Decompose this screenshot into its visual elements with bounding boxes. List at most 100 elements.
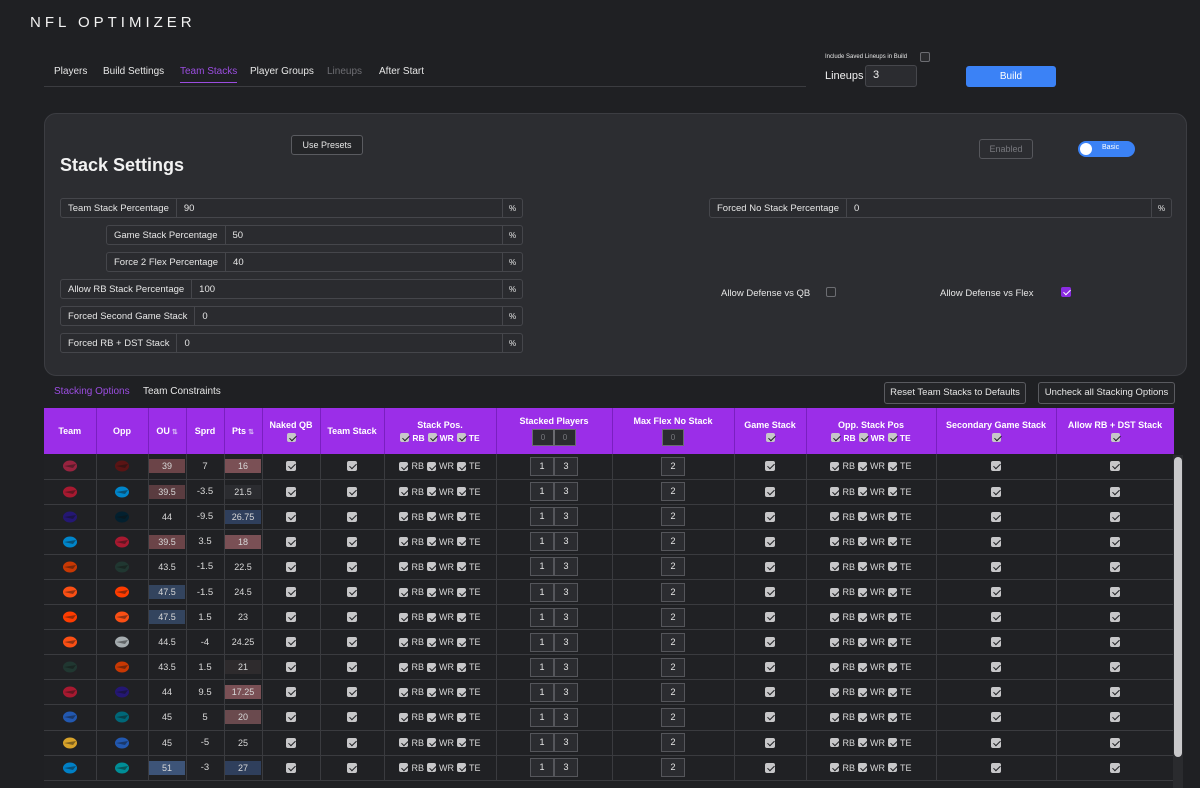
field-value[interactable]: 0 bbox=[184, 337, 190, 349]
max-flex-input[interactable]: 2 bbox=[661, 682, 685, 702]
game-stack-checkbox[interactable] bbox=[765, 511, 775, 522]
stack-pos-wr-checkbox[interactable] bbox=[427, 738, 436, 748]
allow-rb-dst-checkbox[interactable] bbox=[1110, 662, 1120, 673]
tab-team-stacks[interactable]: Team Stacks bbox=[180, 66, 238, 83]
game-stack-checkbox[interactable] bbox=[765, 536, 775, 547]
grid-scrollbar-thumb[interactable] bbox=[1174, 457, 1182, 757]
allow-defense-vs-flex-checkbox[interactable] bbox=[1060, 287, 1071, 298]
include-saved-checkbox[interactable] bbox=[920, 52, 930, 63]
stacked-min-input[interactable]: 1 bbox=[530, 582, 554, 602]
stack-pos-rb-checkbox[interactable] bbox=[399, 487, 409, 497]
secondary-game-stack-checkbox[interactable] bbox=[991, 637, 1001, 648]
tab-players[interactable]: Players bbox=[54, 66, 88, 77]
lineups-input[interactable]: 3 bbox=[865, 65, 917, 87]
secondary-game-stack-checkbox[interactable] bbox=[991, 486, 1001, 497]
stack-pos-rb-checkbox[interactable] bbox=[399, 738, 409, 748]
header-team[interactable]: Team bbox=[44, 408, 97, 454]
stacked-min-input[interactable]: 1 bbox=[530, 758, 554, 778]
stack-pos-te-checkbox[interactable] bbox=[457, 738, 466, 748]
max-flex-input[interactable]: 2 bbox=[661, 507, 685, 527]
stack-pos-rb-checkbox[interactable] bbox=[399, 461, 409, 471]
sort-icon[interactable]: ⇅ bbox=[248, 429, 254, 436]
stacked-max-input[interactable]: 3 bbox=[554, 456, 578, 476]
opp-stack-pos-wr-checkbox[interactable] bbox=[858, 738, 867, 748]
stack-pos-wr-checkbox[interactable] bbox=[427, 612, 436, 622]
opp-stack-pos-rb-checkbox[interactable] bbox=[830, 612, 840, 622]
game-stack-checkbox[interactable] bbox=[765, 687, 775, 698]
stack-pos-wr-checkbox[interactable] bbox=[427, 461, 436, 471]
stack-pos-rb-checkbox[interactable] bbox=[399, 712, 409, 722]
opp-stack-pos-te-checkbox[interactable] bbox=[888, 537, 897, 547]
naked-qb-checkbox[interactable] bbox=[286, 561, 296, 572]
max-flex-input[interactable]: 2 bbox=[661, 607, 685, 627]
opp-stack-pos-rb-checkbox[interactable] bbox=[830, 487, 840, 497]
stacked-min-input[interactable]: 1 bbox=[530, 507, 554, 527]
game-stack-checkbox[interactable] bbox=[765, 486, 775, 497]
opp-stack-pos-wr-checkbox[interactable] bbox=[858, 662, 867, 672]
header-rb-checkbox[interactable] bbox=[831, 433, 841, 442]
stacked-max-input[interactable]: 3 bbox=[554, 607, 578, 627]
stack-pos-te-checkbox[interactable] bbox=[457, 637, 466, 647]
opp-stack-pos-rb-checkbox[interactable] bbox=[830, 637, 840, 647]
forced-second-game-stack-field[interactable]: Forced Second Game Stack 0 % bbox=[60, 306, 523, 326]
max-flex-input[interactable]: 2 bbox=[661, 632, 685, 652]
opp-stack-pos-te-checkbox[interactable] bbox=[888, 637, 897, 647]
opp-stack-pos-rb-checkbox[interactable] bbox=[830, 712, 840, 722]
stacked-min-input[interactable]: 1 bbox=[530, 657, 554, 677]
secondary-game-stack-checkbox[interactable] bbox=[991, 561, 1001, 572]
basic-toggle[interactable]: Basic bbox=[1078, 141, 1135, 157]
allow-rb-dst-checkbox[interactable] bbox=[1110, 536, 1120, 547]
stack-pos-rb-checkbox[interactable] bbox=[399, 512, 409, 522]
game-stack-percentage-field[interactable]: Game Stack Percentage 50 % bbox=[106, 225, 523, 245]
opp-stack-pos-te-checkbox[interactable] bbox=[888, 587, 897, 597]
stacked-min-input[interactable]: 1 bbox=[530, 557, 554, 577]
opp-stack-pos-rb-checkbox[interactable] bbox=[830, 738, 840, 748]
stacked-max-input[interactable]: 3 bbox=[554, 557, 578, 577]
team-stack-checkbox[interactable] bbox=[347, 637, 357, 648]
stacked-min-input[interactable]: 1 bbox=[530, 456, 554, 476]
stacked-min-input[interactable]: 1 bbox=[530, 682, 554, 702]
stacked-max-input[interactable]: 3 bbox=[554, 582, 578, 602]
stacked-max-input[interactable]: 3 bbox=[554, 532, 578, 552]
allow-defense-vs-qb-checkbox[interactable] bbox=[825, 287, 836, 298]
naked-qb-checkbox[interactable] bbox=[286, 687, 296, 698]
allow-rb-dst-checkbox[interactable] bbox=[1110, 612, 1120, 623]
stack-pos-rb-checkbox[interactable] bbox=[399, 687, 409, 697]
stack-pos-wr-checkbox[interactable] bbox=[427, 763, 436, 773]
opp-stack-pos-wr-checkbox[interactable] bbox=[858, 637, 867, 647]
stack-pos-wr-checkbox[interactable] bbox=[427, 512, 436, 522]
team-stack-checkbox[interactable] bbox=[347, 687, 357, 698]
naked-qb-checkbox[interactable] bbox=[286, 712, 296, 723]
opp-stack-pos-rb-checkbox[interactable] bbox=[830, 763, 840, 773]
stack-pos-wr-checkbox[interactable] bbox=[427, 487, 436, 497]
header-te-checkbox[interactable] bbox=[887, 433, 897, 442]
allow-rb-dst-checkbox[interactable] bbox=[1110, 587, 1120, 597]
opp-stack-pos-te-checkbox[interactable] bbox=[888, 612, 897, 622]
opp-stack-pos-wr-checkbox[interactable] bbox=[858, 562, 867, 572]
stack-pos-te-checkbox[interactable] bbox=[457, 487, 466, 497]
stack-pos-te-checkbox[interactable] bbox=[457, 763, 466, 773]
tab-player-groups[interactable]: Player Groups bbox=[250, 66, 314, 77]
opp-stack-pos-wr-checkbox[interactable] bbox=[858, 712, 867, 722]
game-stack-checkbox[interactable] bbox=[765, 712, 775, 723]
max-flex-input[interactable]: 2 bbox=[661, 582, 685, 602]
max-flex-input[interactable]: 2 bbox=[661, 557, 685, 577]
naked-qb-checkbox[interactable] bbox=[286, 662, 296, 673]
stack-pos-te-checkbox[interactable] bbox=[457, 662, 466, 672]
stack-pos-te-checkbox[interactable] bbox=[457, 537, 466, 547]
tab-team-constraints[interactable]: Team Constraints bbox=[143, 386, 221, 397]
secondary-game-stack-checkbox[interactable] bbox=[991, 511, 1001, 522]
stack-pos-te-checkbox[interactable] bbox=[457, 612, 466, 622]
opp-stack-pos-wr-checkbox[interactable] bbox=[858, 537, 867, 547]
stack-pos-te-checkbox[interactable] bbox=[457, 587, 466, 597]
allow-rb-dst-checkbox[interactable] bbox=[1110, 637, 1120, 648]
sort-icon[interactable]: ⇅ bbox=[171, 429, 178, 436]
game-stack-checkbox[interactable] bbox=[765, 612, 775, 623]
game-stack-checkbox[interactable] bbox=[765, 587, 775, 597]
header-checkbox[interactable] bbox=[286, 433, 296, 442]
forced-no-stack-percentage-field[interactable]: Forced No Stack Percentage 0 % bbox=[709, 198, 1172, 218]
opp-stack-pos-rb-checkbox[interactable] bbox=[830, 537, 840, 547]
secondary-game-stack-checkbox[interactable] bbox=[991, 737, 1001, 748]
opp-stack-pos-wr-checkbox[interactable] bbox=[858, 687, 867, 697]
allow-rb-dst-checkbox[interactable] bbox=[1110, 737, 1120, 748]
